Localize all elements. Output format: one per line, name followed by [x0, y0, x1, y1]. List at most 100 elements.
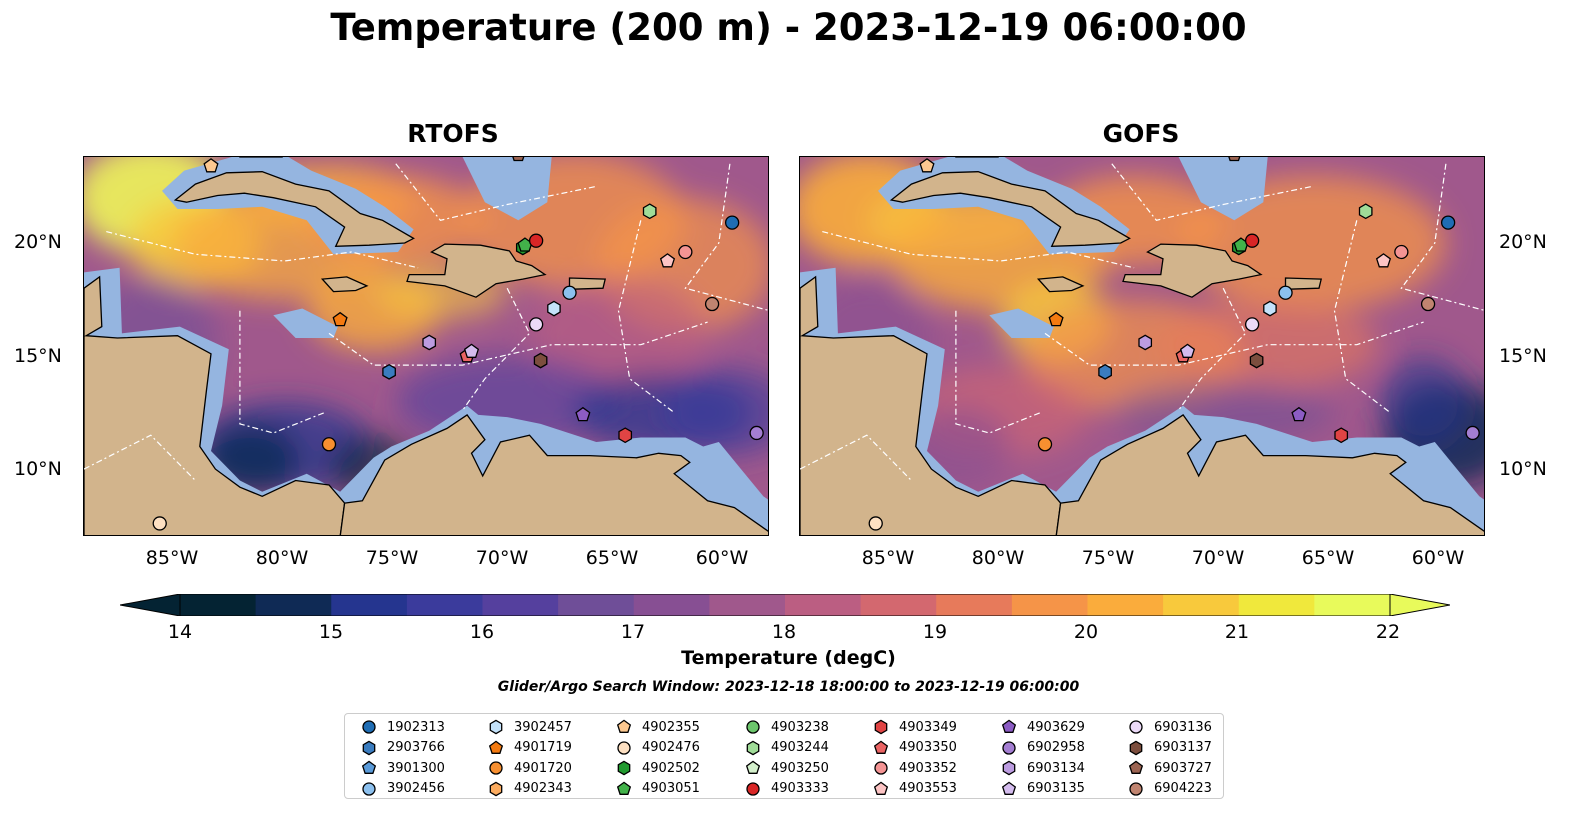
observation-marker-6903134 [1138, 334, 1153, 351]
legend-label: 4901719 [514, 740, 572, 755]
legend-item-3901300: 3901300 [361, 758, 445, 778]
eez-boundary-line [84, 434, 196, 481]
legend-item-6903135: 6903135 [1001, 779, 1085, 799]
observation-marker-6903135 [1179, 343, 1196, 358]
eez-boundary-line [239, 310, 325, 434]
observation-marker-3902456 [562, 285, 577, 300]
land-puerto-rico [1284, 277, 1323, 290]
legend-label: 4902502 [642, 760, 700, 776]
legend-marker-6902958 [1002, 740, 1016, 755]
circle-marker-icon [362, 781, 376, 796]
cbar-tick-17: 17 [620, 621, 646, 643]
legend-item-4902476: 4902476 [616, 738, 700, 758]
lat-label-20n-right: 20°N [1499, 231, 1547, 253]
circle-marker-icon [617, 740, 631, 755]
legend-item-6903727: 6903727 [1128, 758, 1212, 778]
legend-marker-6904223 [1129, 781, 1143, 796]
legend-marker-4903051 [616, 781, 632, 795]
legend-item-6903136: 6903136 [1128, 717, 1212, 737]
colorbar-segment [482, 594, 559, 616]
observation-marker-4903244 [1358, 203, 1373, 220]
observation-marker-4901720 [321, 437, 337, 452]
legend-label: 4903244 [771, 740, 829, 755]
legend-label: 3902457 [514, 719, 572, 735]
legend-item-4903350: 4903350 [873, 738, 957, 758]
pentagon-marker-icon [488, 740, 504, 754]
legend-label: 4903238 [771, 719, 829, 735]
observation-marker-4903629 [575, 406, 591, 422]
legend-label: 4901720 [514, 760, 572, 776]
legend-label: 2903766 [387, 740, 445, 755]
lon-label-80w-right: 80°W [971, 547, 1025, 569]
legend-label: 4903350 [899, 740, 957, 755]
circle-marker-icon [1002, 740, 1016, 755]
lon-label-60w-right: 60°W [1411, 547, 1465, 569]
legend-label: 6903135 [1027, 781, 1085, 796]
colorbar-segment [1087, 594, 1164, 616]
cbar-tick-21: 21 [1224, 621, 1250, 643]
observation-marker-4903244 [642, 203, 657, 220]
colorbar-segment [860, 594, 937, 616]
pentagon-marker-icon [616, 719, 632, 733]
lat-label-20n-left: 20°N [14, 231, 62, 253]
hexagon-marker-icon [489, 781, 503, 796]
legend-label: 4903333 [771, 781, 829, 796]
legend-marker-4902355 [616, 719, 632, 733]
observation-marker-2903766 [382, 363, 396, 380]
lon-label-70w-left: 70°W [475, 547, 529, 569]
cbar-tick-18: 18 [771, 621, 797, 643]
colorbar-segment [1011, 594, 1088, 616]
shallow-shelf-region [273, 308, 338, 338]
land-hispaniola [1122, 243, 1263, 298]
observation-marker-4903629 [1291, 406, 1307, 422]
legend-label: 4903250 [771, 760, 829, 776]
observation-marker-6903727 [512, 157, 525, 162]
legend-marker-6903136 [1129, 720, 1143, 734]
colorbar-segment [709, 594, 786, 616]
colorbar-extend-low [120, 594, 181, 616]
land-jamaica [1036, 276, 1085, 293]
colorbar-segment [633, 594, 710, 616]
temperature-colorbar [120, 594, 1450, 616]
legend-marker-4903629 [1001, 719, 1017, 733]
legend-item-4902355: 4902355 [616, 717, 700, 737]
legend-item-6903134: 6903134 [1001, 758, 1085, 778]
observation-marker-6903137 [1249, 352, 1264, 369]
observation-marker-6903134 [422, 334, 437, 351]
legend-marker-4903553 [873, 781, 889, 795]
colorbar-segment [1238, 594, 1315, 616]
lon-label-85w-left: 85°W [145, 547, 199, 569]
colorbar-segment [1314, 594, 1391, 616]
circle-marker-icon [1129, 781, 1143, 796]
legend-item-6904223: 6904223 [1128, 779, 1212, 799]
legend-label: 6904223 [1154, 781, 1212, 796]
legend-label: 3901300 [387, 760, 445, 776]
legend-item-2903766: 2903766 [361, 738, 445, 758]
lon-label-65w-right: 65°W [1301, 547, 1355, 569]
legend-item-4901719: 4901719 [488, 738, 572, 758]
observation-marker-6902958 [749, 425, 764, 441]
observation-marker-4903553 [1375, 253, 1392, 268]
legend-item-4902502: 4902502 [616, 758, 700, 778]
observation-marker-6903137 [533, 352, 548, 369]
gofs-map [799, 156, 1485, 536]
observation-marker-4903352 [1394, 244, 1409, 260]
shallow-shelf-region [462, 157, 552, 221]
observation-legend: 1902313 2903766 3901300 3902456 3902457 49017… [344, 713, 1224, 799]
legend-item-4903333: 4903333 [745, 779, 829, 799]
search-window-note: Glider/Argo Search Window: 2023-12-18 18… [497, 679, 1080, 695]
legend-marker-4903349 [874, 719, 888, 735]
cbar-tick-14: 14 [167, 621, 193, 643]
colorbar-extend-high [1389, 594, 1450, 616]
legend-marker-4903238 [746, 720, 760, 734]
legend-label: 4903352 [899, 760, 957, 776]
pentagon-marker-icon [873, 740, 889, 754]
eez-boundary-line [395, 163, 597, 221]
eez-boundary-line [800, 434, 912, 481]
colorbar-segment [180, 594, 257, 616]
legend-marker-4902343 [489, 781, 503, 796]
legend-item-6903137: 6903137 [1128, 738, 1212, 758]
legend-marker-4901720 [489, 761, 503, 775]
shallow-shelf-region [1178, 157, 1268, 221]
legend-marker-6903135 [1001, 781, 1017, 795]
